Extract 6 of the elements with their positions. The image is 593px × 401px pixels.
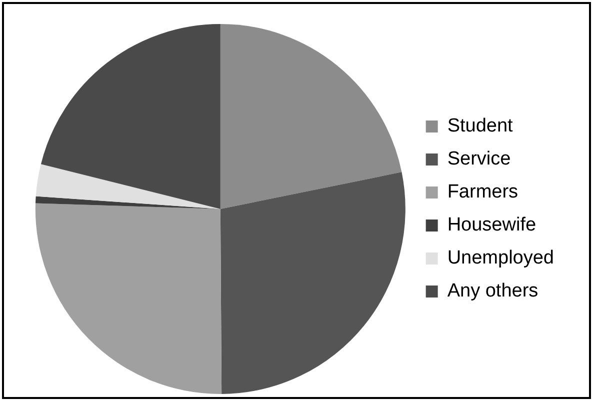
legend-label: Farmers: [447, 182, 518, 203]
legend-label: Service: [447, 148, 511, 170]
legend-label: Student: [447, 116, 514, 137]
legend-label: Housewife: [447, 214, 536, 236]
legend-label: Unemployed: [447, 248, 554, 269]
legend-label: Any others: [447, 280, 538, 302]
